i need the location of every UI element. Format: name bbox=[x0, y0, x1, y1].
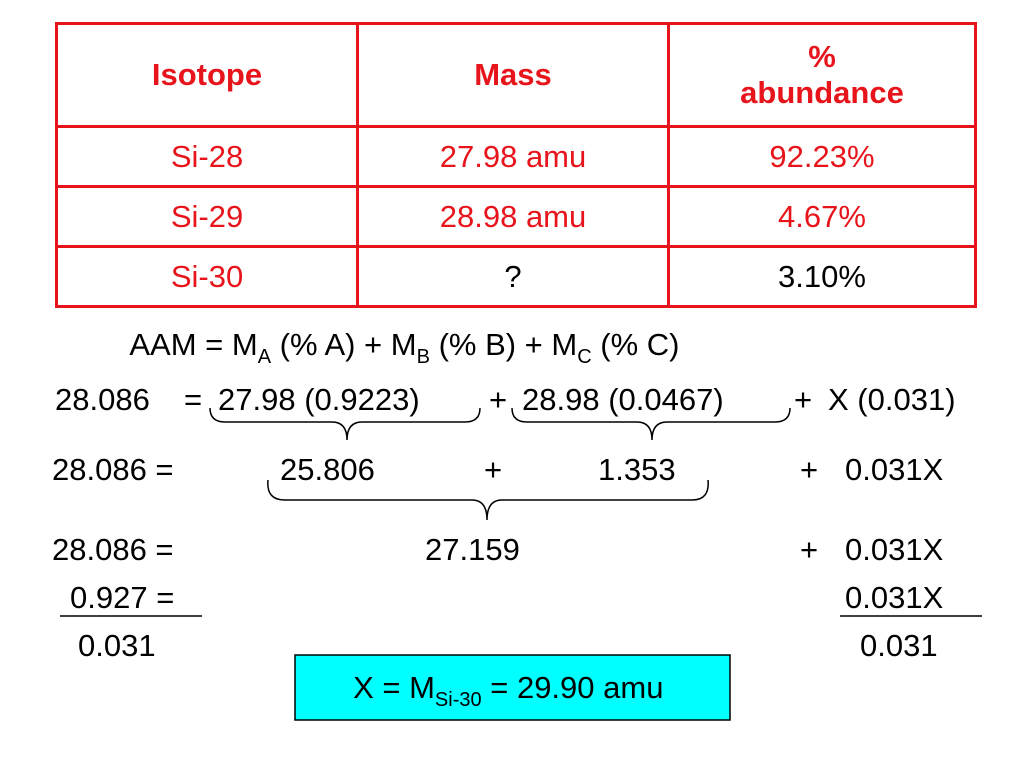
formula: AAM = MA (% A) + MB (% B) + MC (% C) bbox=[88, 327, 705, 368]
result-box bbox=[294, 654, 731, 721]
header-cell: Mass bbox=[356, 22, 670, 128]
term: 0.031X bbox=[845, 452, 944, 487]
term: 0.927 = bbox=[70, 580, 174, 615]
header-row: Isotope Mass % abundance bbox=[55, 22, 977, 128]
header-cell: Isotope bbox=[55, 22, 359, 128]
term: 0.031 bbox=[78, 628, 156, 663]
term: + bbox=[800, 532, 818, 567]
term: 28.086 bbox=[55, 382, 150, 417]
header-text: Isotope bbox=[151, 57, 263, 92]
header-text: Mass bbox=[474, 57, 552, 92]
term: X (0.031) bbox=[828, 382, 956, 417]
term: 27.98 (0.9223) bbox=[218, 382, 420, 417]
term: + bbox=[489, 382, 507, 417]
row: Si-28 27.98 amu 92.23% bbox=[55, 125, 977, 188]
cell: Si-30 bbox=[55, 245, 359, 308]
term: 28.086 = bbox=[52, 452, 174, 487]
formula-part: AAM = M bbox=[129, 327, 257, 362]
term: 0.031X bbox=[845, 532, 944, 567]
result-part: X = M bbox=[353, 670, 435, 705]
isotope-table: Isotope Mass % abundance Si-28 27.98 amu… bbox=[55, 22, 977, 308]
brace bbox=[267, 479, 709, 521]
subscript: C bbox=[577, 346, 591, 368]
brace bbox=[209, 407, 481, 441]
formula-part: (% A) + M bbox=[271, 327, 417, 362]
cell: 28.98 amu bbox=[356, 185, 670, 248]
result: X = MSi-30 = 29.90 amu bbox=[310, 670, 689, 711]
cell: Si-29 bbox=[55, 185, 359, 248]
result-part: = 29.90 amu bbox=[482, 670, 664, 705]
term: 28.086 = bbox=[52, 532, 174, 567]
cell: Si-28 bbox=[55, 125, 359, 188]
cell: 27.98 amu bbox=[356, 125, 670, 188]
header-cell: % abundance bbox=[667, 22, 977, 128]
term: 25.806 bbox=[280, 452, 375, 487]
subscript: B bbox=[417, 346, 430, 368]
formula-part: (% B) + M bbox=[430, 327, 577, 362]
cell: 92.23% bbox=[667, 125, 977, 188]
term: = bbox=[184, 382, 202, 417]
term: 1.353 bbox=[598, 452, 676, 487]
term: 27.159 bbox=[425, 532, 520, 567]
term: + bbox=[794, 382, 812, 417]
term: + bbox=[484, 452, 502, 487]
subscript: A bbox=[258, 346, 272, 368]
header-text: % abundance bbox=[740, 39, 904, 110]
term: 0.031X bbox=[845, 580, 944, 615]
term: + bbox=[800, 452, 818, 487]
row: Si-30 ? 3.10% bbox=[55, 245, 977, 308]
cell: ? bbox=[356, 245, 670, 308]
formula-part: (% C) bbox=[592, 327, 680, 362]
row: Si-29 28.98 amu 4.67% bbox=[55, 185, 977, 248]
cell: 4.67% bbox=[667, 185, 977, 248]
term: 0.031 bbox=[860, 628, 938, 663]
cell: 3.10% bbox=[667, 245, 977, 308]
subscript: Si-30 bbox=[435, 689, 482, 711]
term: 28.98 (0.0467) bbox=[522, 382, 724, 417]
brace bbox=[511, 407, 791, 441]
